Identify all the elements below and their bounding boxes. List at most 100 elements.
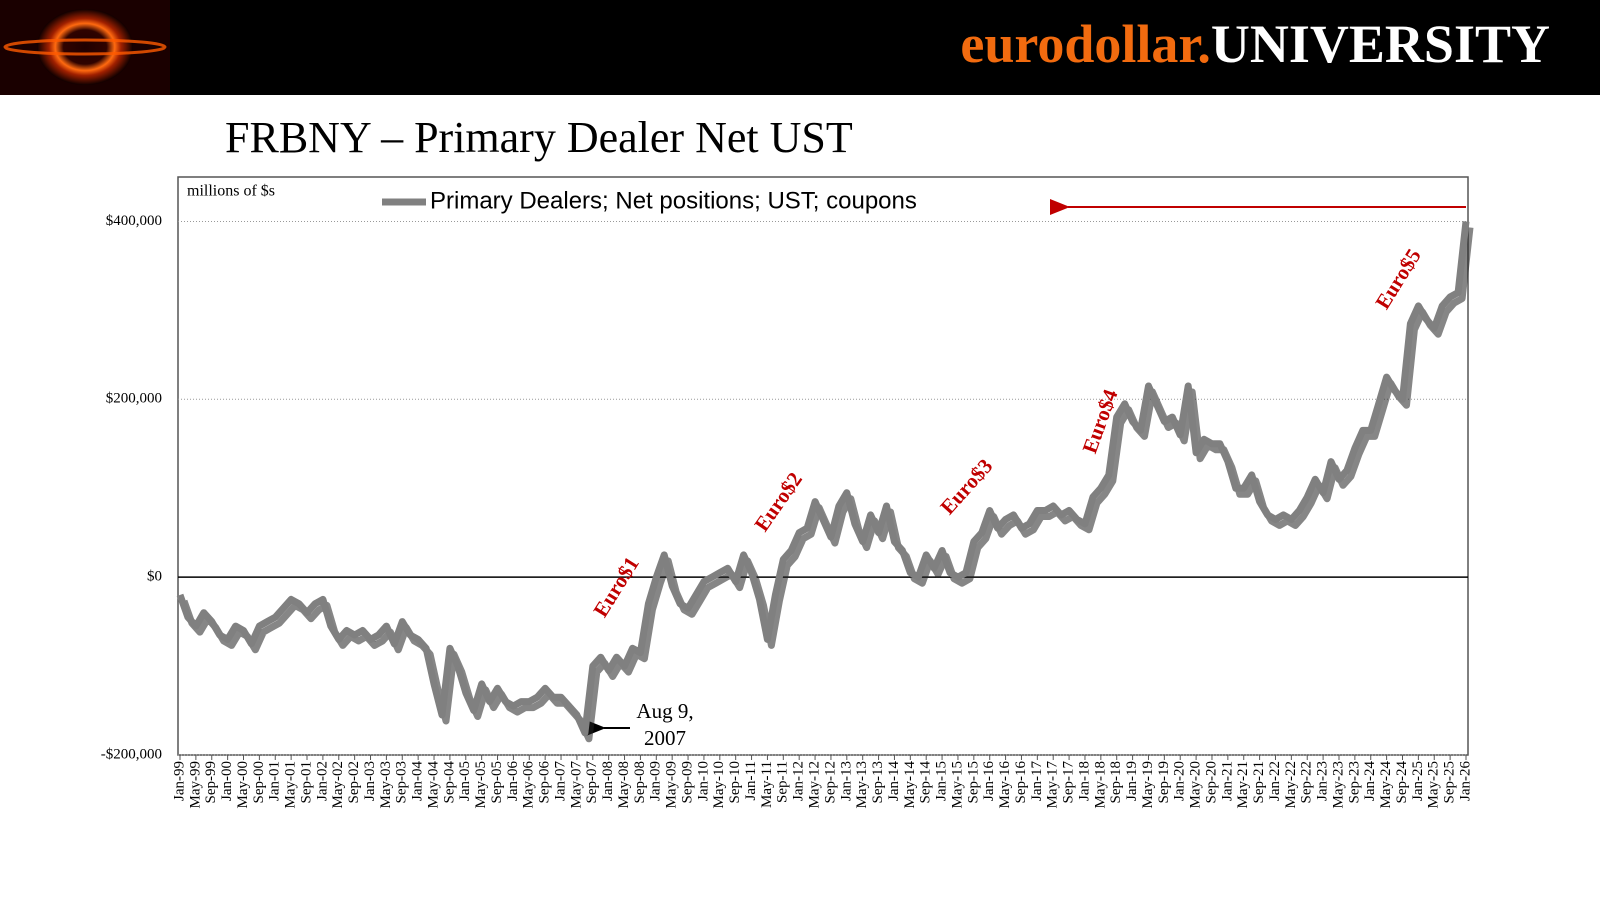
x-tick-label: Jan-19 [1124, 761, 1140, 801]
x-tick-label: May-25 [1426, 761, 1442, 809]
x-tick-label: Sep-21 [1251, 761, 1267, 804]
data-line [176, 221, 1470, 737]
plot-frame [177, 176, 1469, 756]
x-tick-label: Sep-24 [1394, 761, 1410, 804]
x-tick-label: Sep-01 [298, 761, 314, 804]
x-tick-label: Sep-09 [679, 761, 695, 804]
x-tick-label: Jan-03 [362, 761, 378, 801]
x-tick-label: May-16 [997, 761, 1013, 809]
x-tick-label: Sep-00 [251, 761, 267, 804]
x-tick-label: May-23 [1330, 761, 1346, 809]
x-tick-label: May-06 [521, 761, 537, 809]
x-tick-label: Sep-08 [632, 761, 648, 804]
x-tick-label: Jan-01 [267, 761, 283, 801]
x-tick-label: Sep-23 [1346, 761, 1362, 804]
x-tick-label: Jan-07 [552, 761, 568, 801]
x-tick-label: Sep-03 [394, 761, 410, 804]
x-tick-label: May-02 [330, 761, 346, 809]
x-tick-label: May-18 [1092, 761, 1108, 809]
x-tick-label: May-09 [664, 761, 680, 809]
x-tick-label: Jan-11 [743, 761, 759, 800]
x-tick-label: Jan-02 [314, 761, 330, 801]
x-tick-label: Sep-05 [489, 761, 505, 804]
x-tick-label: Jan-16 [981, 761, 997, 801]
x-tick-label: May-15 [949, 761, 965, 809]
event-note: Aug 9, [636, 699, 693, 723]
y-tick-label: $200,000 [106, 391, 162, 407]
x-tick-label: Jan-04 [410, 761, 426, 801]
x-tick-label: May-04 [425, 761, 441, 809]
x-tick-label: Jan-23 [1315, 761, 1331, 801]
x-tick-label: May-14 [902, 761, 918, 809]
x-tick-label: May-10 [711, 761, 727, 809]
x-tick-label: Jan-21 [1219, 761, 1235, 801]
x-tick-label: Sep-22 [1299, 761, 1315, 804]
x-tick-label: May-01 [283, 761, 299, 809]
x-tick-label: Sep-17 [1061, 761, 1077, 804]
legend-label: Primary Dealers; Net positions; UST; cou… [430, 187, 917, 214]
x-tick-label: Jan-99 [171, 761, 187, 801]
x-tick-label: Sep-13 [870, 761, 886, 804]
x-tick-label: Sep-11 [775, 761, 791, 803]
x-tick-label: Jan-14 [886, 761, 902, 801]
x-tick-label: Jan-08 [600, 761, 616, 801]
logo [0, 0, 170, 95]
x-tick-label: Jan-25 [1410, 761, 1426, 801]
x-tick-label: Sep-06 [537, 761, 553, 804]
x-tick-label: Jan-15 [934, 761, 950, 801]
x-tick-label: May-11 [759, 761, 775, 808]
x-tick-label: May-21 [1235, 761, 1251, 809]
brand-part2: UNIVERSITY [1211, 14, 1550, 74]
x-tick-label: Sep-18 [1108, 761, 1124, 804]
x-tick-label: Sep-19 [1156, 761, 1172, 804]
annotation: Euro$2 [749, 468, 807, 536]
x-tick-label: Jan-05 [457, 761, 473, 801]
x-tick-label: Jan-20 [1172, 761, 1188, 801]
x-tick-label: Sep-12 [822, 761, 838, 804]
chart-title: FRBNY – Primary Dealer Net UST [225, 113, 853, 162]
event-note: 2007 [644, 726, 686, 750]
x-tick-label: May-99 [187, 761, 203, 809]
x-tick-label: May-03 [378, 761, 394, 809]
brand: eurodollar.UNIVERSITY [960, 14, 1550, 74]
x-tick-label: May-22 [1283, 761, 1299, 809]
x-tick-label: Jan-06 [505, 761, 521, 801]
x-tick-label: Sep-99 [203, 761, 219, 804]
x-tick-label: Sep-25 [1442, 761, 1458, 804]
y-tick-label: $0 [147, 569, 162, 585]
x-tick-label: Jan-18 [1076, 761, 1092, 801]
x-tick-label: Sep-02 [346, 761, 362, 804]
y-tick-label: $400,000 [106, 213, 162, 229]
header-bar [0, 0, 1600, 95]
x-tick-label: May-20 [1188, 761, 1204, 809]
x-tick-label: Sep-04 [441, 761, 457, 804]
x-tick-label: Jan-22 [1267, 761, 1283, 801]
x-tick-label: May-08 [616, 761, 632, 809]
x-tick-label: Sep-15 [965, 761, 981, 804]
x-tick-label: May-12 [806, 761, 822, 809]
x-tick-label: Jan-00 [219, 761, 235, 801]
line-shadow [180, 227, 1474, 743]
y-tick-label: -$200,000 [101, 746, 162, 762]
annotation: Euro$1 [588, 552, 643, 621]
x-tick-label: Jan-10 [695, 761, 711, 801]
x-tick-label: Jan-12 [791, 761, 807, 801]
y-axis-label: millions of $s [187, 183, 275, 200]
x-tick-label: Jan-13 [838, 761, 854, 801]
x-tick-label: Jan-09 [648, 761, 664, 801]
x-tick-label: May-05 [473, 761, 489, 809]
x-tick-label: May-00 [235, 761, 251, 809]
x-tick-label: May-13 [854, 761, 870, 809]
x-tick-label: May-24 [1378, 761, 1394, 809]
x-tick-label: Jan-26 [1457, 761, 1473, 801]
x-tick-label: Jan-17 [1029, 761, 1045, 801]
x-tick-label: May-19 [1140, 761, 1156, 809]
x-tick-label: Sep-14 [918, 761, 934, 804]
x-tick-label: Jan-24 [1362, 761, 1378, 801]
x-tick-label: May-17 [1045, 761, 1061, 809]
x-tick-label: Sep-16 [1013, 761, 1029, 804]
x-tick-label: Sep-10 [727, 761, 743, 804]
x-tick-label: May-07 [568, 761, 584, 809]
